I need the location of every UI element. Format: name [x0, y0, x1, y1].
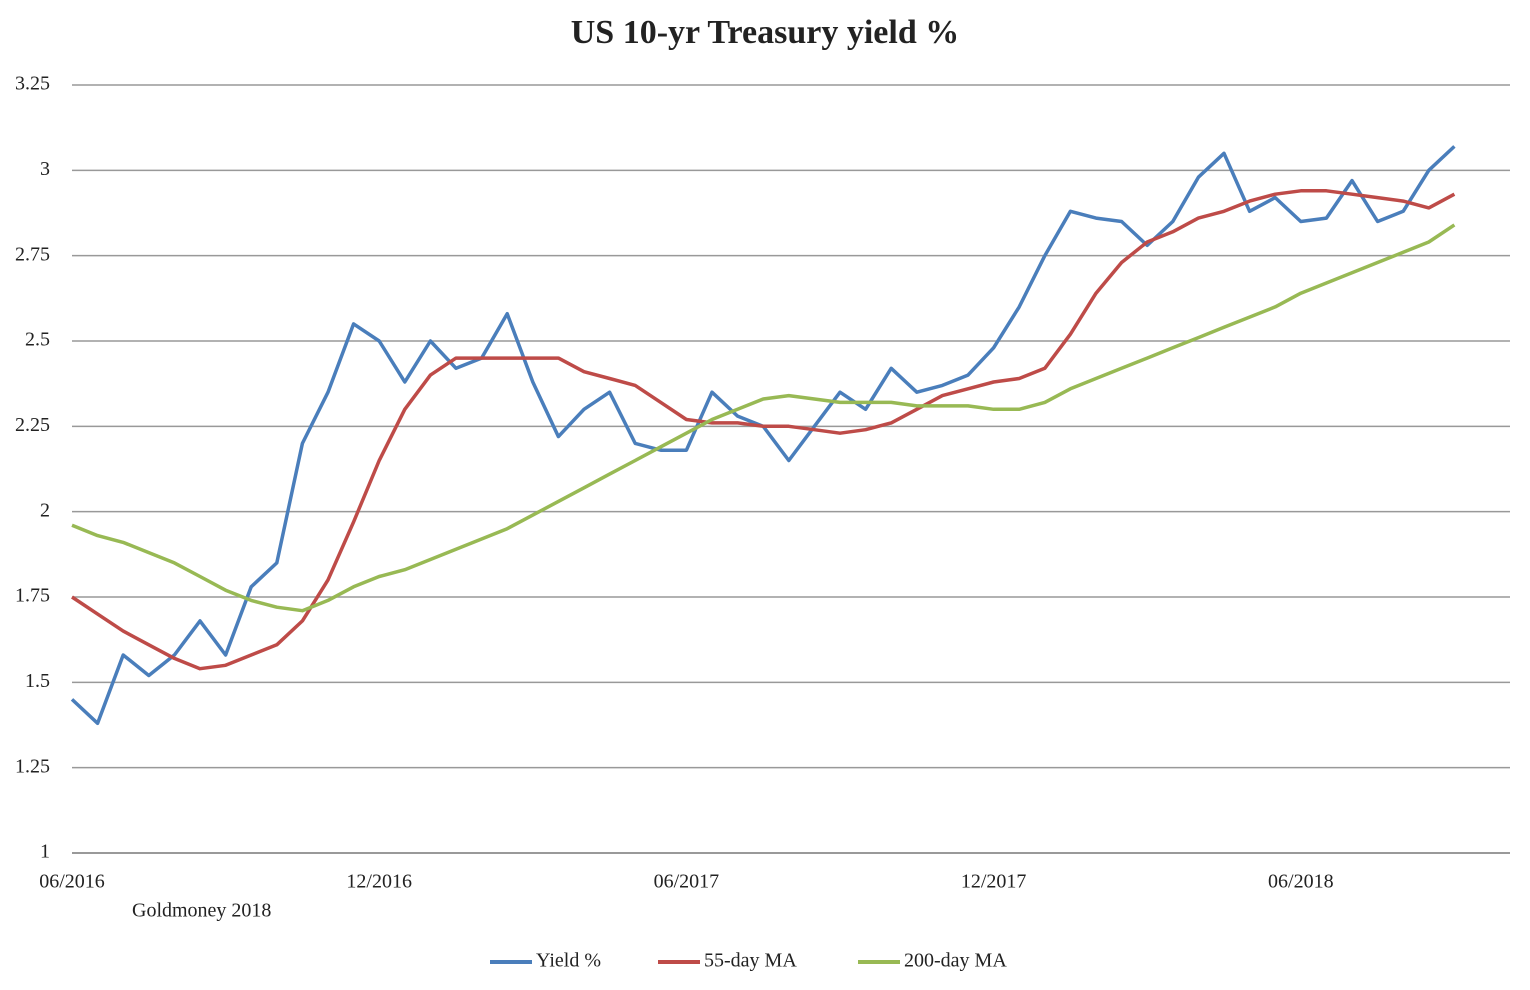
y-tick-label: 1 — [40, 841, 50, 863]
y-tick-label: 2 — [40, 499, 50, 521]
series-line — [70, 145, 1456, 726]
chart-title: US 10-yr Treasury yield % — [571, 14, 960, 51]
y-tick-label: 1.5 — [25, 670, 50, 692]
y-tick-label: 2.75 — [15, 243, 50, 265]
y-tick-label: 1.75 — [15, 585, 50, 607]
x-tick-label: 06/2016 — [39, 871, 105, 893]
series-line — [71, 189, 1456, 671]
y-tick-label: 1.25 — [15, 755, 50, 777]
legend-label: Yield % — [536, 950, 601, 972]
y-tick-label: 3 — [40, 158, 50, 180]
x-tick-label: 12/2016 — [346, 871, 412, 893]
series-line — [71, 223, 1456, 613]
y-tick-label: 2.25 — [15, 414, 50, 436]
y-tick-label: 2.5 — [25, 329, 50, 351]
source-note: Goldmoney 2018 — [132, 900, 271, 922]
legend-label: 55-day MA — [704, 950, 797, 972]
x-tick-label: 06/2018 — [1268, 871, 1334, 893]
x-tick-label: 06/2017 — [654, 871, 720, 893]
y-tick-label: 3.25 — [15, 73, 50, 95]
x-tick-label: 12/2017 — [961, 871, 1027, 893]
legend-label: 200-day MA — [904, 950, 1007, 972]
